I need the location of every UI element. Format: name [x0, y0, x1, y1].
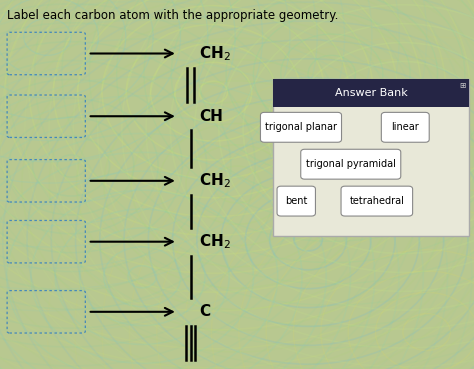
FancyBboxPatch shape	[261, 112, 341, 142]
Text: trigonal planar: trigonal planar	[265, 122, 337, 132]
Text: Answer Bank: Answer Bank	[335, 88, 407, 98]
FancyBboxPatch shape	[301, 149, 401, 179]
FancyBboxPatch shape	[273, 79, 469, 107]
FancyBboxPatch shape	[277, 186, 316, 216]
Text: CH: CH	[199, 109, 223, 124]
Text: tetrahedral: tetrahedral	[349, 196, 404, 206]
FancyBboxPatch shape	[341, 186, 412, 216]
Text: CH$_2$: CH$_2$	[199, 172, 231, 190]
FancyBboxPatch shape	[381, 112, 429, 142]
Text: CH$_2$: CH$_2$	[199, 44, 231, 63]
Text: ⊞: ⊞	[459, 81, 465, 90]
FancyBboxPatch shape	[273, 79, 469, 236]
Text: bent: bent	[285, 196, 308, 206]
Text: Label each carbon atom with the appropriate geometry.: Label each carbon atom with the appropri…	[7, 9, 338, 22]
Text: trigonal pyramidal: trigonal pyramidal	[306, 159, 396, 169]
Text: CH$_2$: CH$_2$	[199, 232, 231, 251]
Text: C: C	[199, 304, 210, 319]
Text: linear: linear	[392, 122, 419, 132]
